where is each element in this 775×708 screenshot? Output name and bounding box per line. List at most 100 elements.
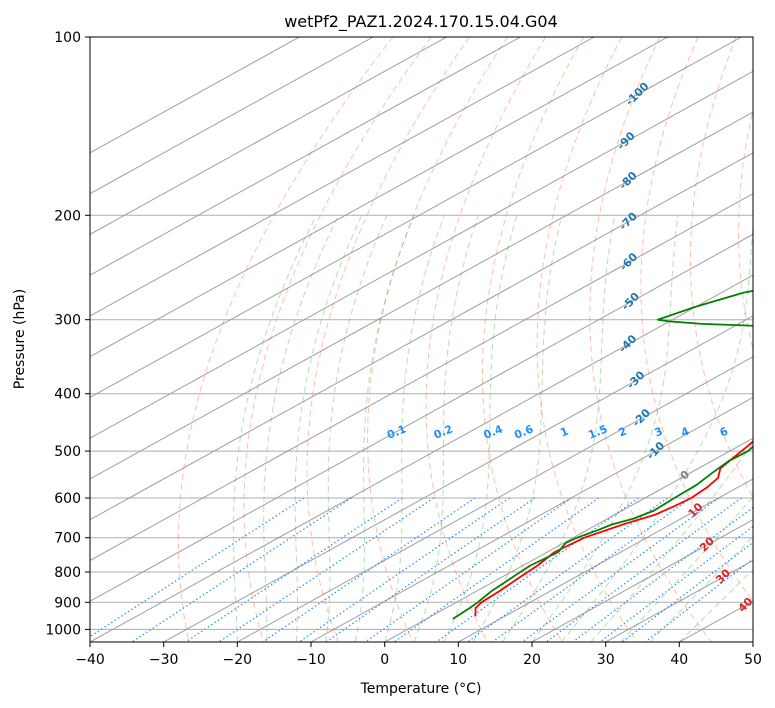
mixing-ratio-label: 0.6 — [512, 422, 535, 441]
isotherm-line — [679, 600, 753, 642]
y-axis-label: Pressure (hPa) — [12, 289, 28, 389]
mixing-ratio-line — [436, 497, 639, 642]
dry-adiabat-line — [306, 37, 470, 642]
isotherm-line — [237, 356, 753, 642]
x-tick-label: −20 — [223, 652, 253, 668]
y-tick-label: 500 — [54, 444, 81, 460]
mixing-ratio-line — [572, 506, 753, 642]
moist-adiabat-line — [678, 569, 753, 642]
y-tick-label: 300 — [54, 313, 81, 329]
positive-isotherm-label: 30 — [713, 566, 733, 586]
moist-adiabat-line — [413, 215, 479, 642]
isotherm-line — [90, 152, 753, 521]
moist-adiabat-line — [294, 215, 363, 642]
x-tick-label: 0 — [380, 652, 389, 668]
moist-adiabat-line — [384, 215, 445, 642]
mixing-ratio-line — [262, 497, 476, 642]
x-tick-label: −40 — [75, 652, 105, 668]
isotherm-line — [90, 193, 753, 562]
dry-adiabat-line — [367, 37, 508, 642]
mixing-ratio-label: 6 — [718, 425, 730, 440]
dry-adiabat-line — [177, 37, 394, 642]
isotherm-label: -10 — [644, 439, 667, 462]
moist-adiabat-line — [472, 215, 563, 642]
x-tick-label: 10 — [449, 652, 467, 668]
isotherm-line — [90, 37, 595, 317]
isotherm-line — [384, 437, 753, 642]
y-tick-label: 200 — [54, 208, 81, 224]
pressure-gridlines — [90, 37, 753, 630]
isotherms — [90, 37, 753, 642]
mixing-ratio-line — [521, 497, 720, 642]
moist-adiabat-line — [620, 496, 753, 642]
mixing-ratio-line — [599, 525, 753, 642]
y-tick-label: 900 — [54, 595, 81, 611]
isotherm-label: -100 — [623, 79, 652, 108]
isotherm-line — [90, 37, 521, 276]
dry-adiabats — [177, 37, 753, 642]
isotherm-line — [90, 37, 447, 235]
isotherm-line — [90, 37, 300, 154]
isotherm-line — [90, 37, 742, 399]
moist-adiabat-line — [232, 215, 317, 642]
moist-adiabat-line — [443, 215, 518, 642]
dry-adiabat-line — [536, 37, 638, 642]
plot-frame — [89, 36, 754, 643]
dry-adiabat-line — [481, 37, 585, 642]
x-tick-label: 40 — [670, 652, 688, 668]
x-tick-label: 50 — [744, 652, 762, 668]
mixing-ratio-line — [325, 497, 536, 642]
moist-adiabat-line — [649, 535, 753, 642]
isotherm-line — [163, 315, 753, 642]
isotherm-line — [90, 233, 753, 602]
positive-isotherm-label: 10 — [686, 500, 706, 520]
x-tick-label: 20 — [523, 652, 541, 668]
mixing-ratio-line — [545, 497, 742, 642]
isotherm-label: -20 — [630, 406, 653, 429]
isotherm-label: -30 — [624, 368, 647, 391]
mixing-ratio-label: 2 — [617, 425, 629, 440]
y-tick-label: 700 — [54, 531, 81, 547]
mixing-ratio-line — [298, 497, 510, 642]
mixing-ratio-line — [90, 497, 305, 638]
isotherm-line — [90, 37, 668, 358]
isotherm-label: -90 — [615, 129, 638, 152]
x-tick-label: −30 — [149, 652, 179, 668]
isotherm-label: -40 — [616, 332, 639, 355]
isotherm-label: -60 — [617, 250, 640, 273]
moist-adiabats — [232, 215, 753, 642]
x-tick-label: −10 — [296, 652, 326, 668]
dry-adiabat-line — [243, 37, 432, 642]
y-tick-label: 600 — [54, 491, 81, 507]
mixing-ratio-line — [644, 558, 753, 642]
mixing-ratio-label: 0.4 — [482, 422, 505, 441]
isotherm-line — [310, 396, 753, 642]
moist-adiabat-line — [354, 215, 415, 642]
mixing-ratio-line — [218, 497, 435, 642]
isotherm-line — [90, 70, 753, 439]
y-tick-label: 400 — [54, 387, 81, 403]
y-tick-label: 100 — [54, 30, 81, 46]
isotherm-label: -80 — [617, 169, 640, 192]
isotherm-line — [752, 641, 753, 642]
isotherm-label: -70 — [617, 209, 640, 232]
dry-adiabat-line — [738, 107, 753, 352]
mixing-ratio-label: 3 — [653, 425, 665, 440]
isotherm-line — [458, 478, 753, 642]
mixing-ratio-label: 1 — [558, 425, 570, 440]
dewpoint-trace — [452, 290, 753, 620]
x-tick-label: 30 — [597, 652, 615, 668]
dry-adiabat-line — [589, 37, 713, 642]
mixing-ratio-line — [364, 497, 572, 642]
moist-adiabat-line — [561, 221, 753, 642]
isotherm-label: -50 — [619, 290, 642, 313]
isotherm-line — [90, 274, 753, 642]
isotherm-line — [531, 519, 753, 642]
y-tick-label: 1000 — [45, 622, 81, 638]
moist-adiabat-line — [590, 441, 753, 642]
isotherm-line — [90, 111, 753, 480]
temperature-trace — [474, 440, 753, 617]
dry-adiabat-line — [689, 37, 753, 499]
sounding-traces — [452, 290, 753, 620]
